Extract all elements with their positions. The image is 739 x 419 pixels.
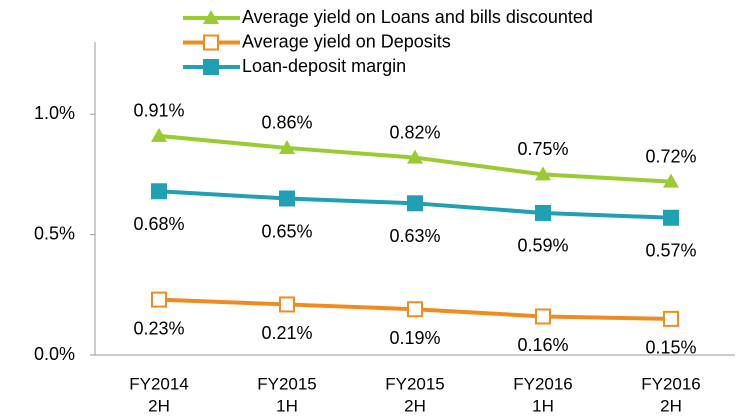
data-label: 0.15%: [645, 338, 696, 358]
data-label: 0.57%: [645, 241, 696, 261]
legend-label: Average yield on Loans and bills discoun…: [242, 7, 593, 27]
x-tick-label: FY2016: [513, 374, 573, 393]
marker: [151, 291, 167, 308]
x-tick-label: 1H: [532, 396, 554, 415]
data-label: 0.23%: [133, 318, 184, 338]
legend-marker: [203, 59, 219, 75]
x-tick-label: FY2014: [129, 374, 189, 393]
marker: [663, 310, 679, 327]
legend-label: Loan-deposit margin: [242, 56, 406, 76]
x-tick-label: 1H: [276, 396, 298, 415]
data-label: 0.82%: [389, 122, 440, 142]
x-tick-label: FY2015: [257, 374, 317, 393]
data-label: 0.75%: [517, 139, 568, 159]
x-tick-label: FY2016: [641, 374, 701, 393]
legend-label: Average yield on Deposits: [242, 31, 451, 51]
marker: [279, 296, 295, 313]
legend-marker: [203, 10, 219, 24]
data-label: 0.72%: [645, 146, 696, 166]
x-tick-label: 2H: [660, 396, 682, 415]
x-tick-label: 2H: [404, 396, 426, 415]
marker: [151, 183, 167, 200]
x-tick-label: FY2015: [385, 374, 445, 393]
marker: [535, 204, 551, 221]
data-label: 0.16%: [517, 335, 568, 355]
data-label: 0.86%: [261, 113, 312, 133]
marker: [407, 301, 423, 318]
data-label: 0.91%: [133, 101, 184, 121]
data-label: 0.21%: [261, 323, 312, 343]
data-label: 0.19%: [389, 328, 440, 348]
marker: [663, 209, 679, 226]
marker: [279, 190, 295, 207]
marker: [663, 173, 679, 188]
y-tick-label: 0.5%: [34, 223, 75, 243]
marker: [407, 195, 423, 212]
data-label: 0.59%: [517, 236, 568, 256]
data-label: 0.63%: [389, 226, 440, 246]
marker: [535, 166, 551, 181]
x-tick-label: 2H: [148, 396, 170, 415]
data-label: 0.68%: [133, 214, 184, 234]
marker: [151, 127, 167, 142]
legend-marker: [203, 34, 219, 51]
y-tick-label: 0.0%: [34, 344, 75, 364]
data-label: 0.65%: [261, 221, 312, 241]
y-tick-label: 1.0%: [34, 103, 75, 123]
marker: [407, 149, 423, 164]
marker: [535, 308, 551, 325]
marker: [279, 139, 295, 154]
